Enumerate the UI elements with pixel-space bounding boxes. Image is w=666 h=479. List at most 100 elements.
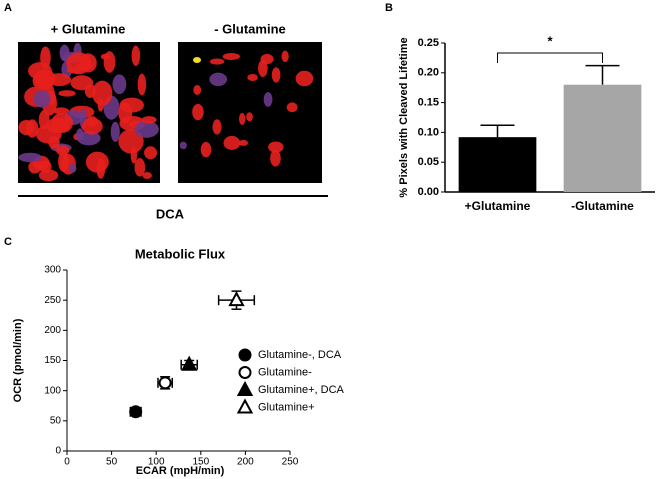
cell <box>53 107 70 115</box>
cell <box>85 116 98 127</box>
cell <box>200 141 212 158</box>
cell <box>134 120 159 138</box>
cell <box>48 135 60 149</box>
cell <box>222 52 240 61</box>
cell <box>260 53 274 65</box>
cell <box>193 57 201 63</box>
point <box>129 405 143 419</box>
cell <box>59 44 70 62</box>
cell <box>28 62 52 80</box>
legend-label: Glutamine+ <box>258 401 315 413</box>
cell <box>118 129 144 154</box>
legend-marker <box>236 398 254 414</box>
y-tick-label: 200 <box>44 325 61 336</box>
y-tick-label: 0.15 <box>418 97 439 109</box>
cell <box>134 158 146 177</box>
cell <box>119 97 145 113</box>
x-axis-label: ECAR (mpH/min) <box>136 465 225 477</box>
x-tick-label: 100 <box>148 457 165 468</box>
panel-label: B <box>385 2 393 14</box>
y-axis-label: OCR (pmol/min) <box>12 318 24 402</box>
legend-marker <box>236 380 254 396</box>
legend-label: Glutamine+, DCA <box>258 384 345 396</box>
chart-title: Metabolic Flux <box>135 246 226 261</box>
point <box>181 355 198 371</box>
cell <box>268 141 284 153</box>
legend-marker <box>238 366 252 379</box>
point <box>158 376 172 390</box>
cell <box>270 149 281 167</box>
y-tick-label: 0.05 <box>418 156 439 168</box>
cell <box>223 135 241 150</box>
cell <box>281 50 289 63</box>
cell <box>193 85 202 95</box>
y-tick-label: 50 <box>50 415 62 426</box>
y-tick-label: 250 <box>44 295 61 306</box>
cell <box>258 59 268 78</box>
y-tick-label: 100 <box>44 385 61 396</box>
cell <box>85 151 109 173</box>
cell <box>246 112 253 122</box>
bar <box>458 137 537 192</box>
cell <box>238 139 249 146</box>
panel-label: A <box>4 2 12 14</box>
cell <box>38 160 52 173</box>
x-tick-label: +Glutamine <box>465 199 531 213</box>
legend-marker <box>238 348 252 362</box>
cell <box>179 141 187 150</box>
cell <box>110 121 120 142</box>
cell <box>137 73 147 96</box>
y-tick-label: 0.20 <box>418 67 439 79</box>
cell <box>263 92 273 107</box>
cell <box>142 171 152 179</box>
significance-bracket <box>497 52 603 63</box>
cell <box>58 90 76 97</box>
cell <box>286 102 298 113</box>
x-tick-label: 50 <box>106 457 118 468</box>
y-tick-label: 0.00 <box>418 186 439 198</box>
image-label: - Glutamine <box>214 21 286 36</box>
cell <box>58 151 69 172</box>
cell <box>33 90 51 108</box>
cell <box>47 73 72 87</box>
y-tick-label: 0.10 <box>418 126 439 138</box>
cell <box>112 74 127 95</box>
x-tick-label: 0 <box>64 457 70 468</box>
y-tick-label: 0 <box>55 446 61 457</box>
cell <box>295 70 314 87</box>
x-tick-label: 150 <box>192 457 209 468</box>
cell <box>238 112 246 125</box>
cell <box>247 73 258 82</box>
y-tick-label: 150 <box>44 355 61 366</box>
group-label: DCA <box>156 206 185 221</box>
x-tick-label: 200 <box>237 457 254 468</box>
point <box>228 291 245 307</box>
cell <box>76 128 84 141</box>
x-tick-label: -Glutamine <box>571 199 634 213</box>
cell <box>209 72 228 87</box>
image-label: + Glutamine <box>51 21 126 36</box>
cell <box>130 146 138 164</box>
cell <box>92 80 113 106</box>
legend-label: Glutamine-, DCA <box>258 349 342 361</box>
y-tick-label: 300 <box>44 265 61 276</box>
y-tick-label: 0.25 <box>418 37 439 49</box>
cell <box>51 112 74 133</box>
cell <box>144 146 158 160</box>
significance-label: * <box>547 33 553 48</box>
cell <box>192 103 204 121</box>
legend-label: Glutamine- <box>258 366 312 378</box>
cell <box>271 67 281 83</box>
cell <box>141 116 157 124</box>
cell <box>18 152 42 163</box>
cell <box>131 45 141 67</box>
cell <box>79 53 97 73</box>
cell <box>26 119 39 138</box>
x-tick-label: 250 <box>282 457 299 468</box>
cell <box>68 163 77 173</box>
cell <box>100 53 111 60</box>
bar <box>563 84 642 192</box>
y-axis-label: % Pixels with Cleaved Lifetime <box>398 37 410 197</box>
panel-label: C <box>4 236 12 248</box>
